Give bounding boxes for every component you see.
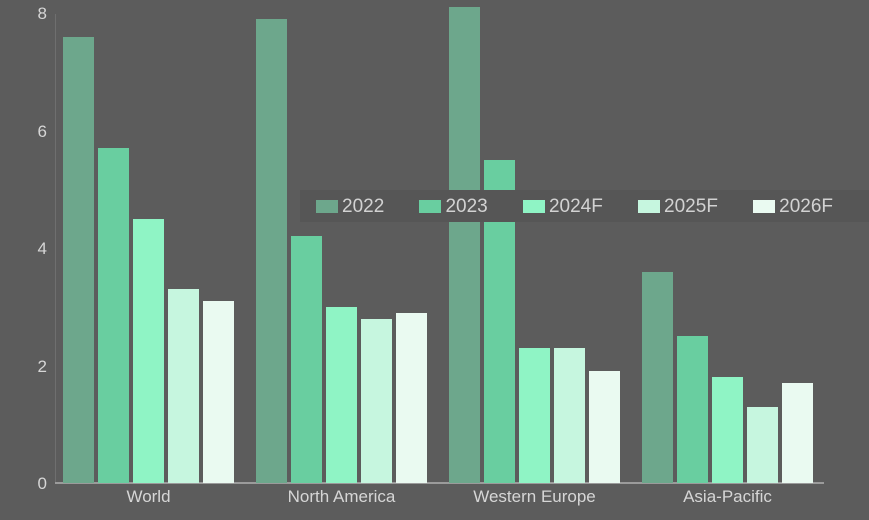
legend-swatch-icon	[419, 199, 442, 213]
legend-swatch-icon	[753, 199, 776, 213]
bar-2024f[interactable]	[519, 347, 550, 483]
bar-2022[interactable]	[642, 271, 673, 483]
bar-group-north-america	[256, 3, 427, 483]
y-axis-line	[55, 14, 56, 483]
legend-label: 2024F	[548, 195, 603, 217]
x-axis-line	[55, 482, 824, 484]
x-category-label: World	[126, 487, 171, 506]
bar-2026f[interactable]	[589, 371, 620, 483]
bar-2022[interactable]	[256, 18, 287, 483]
bar-2023[interactable]	[291, 236, 322, 483]
y-tick-label: 2	[37, 356, 47, 376]
legend-label: 2025F	[664, 195, 718, 217]
legend-label: 2022	[342, 195, 385, 217]
y-tick-label: 4	[37, 239, 47, 258]
bar-2024f[interactable]	[326, 306, 357, 483]
legend-swatch-icon	[316, 199, 338, 213]
bar-2022[interactable]	[63, 36, 94, 483]
y-tick-label: 8	[37, 4, 47, 23]
bar-2025f[interactable]	[168, 289, 199, 483]
y-tick-label: 6	[37, 121, 47, 141]
legend-label: 2023	[445, 195, 488, 217]
bar-2025f[interactable]	[554, 347, 585, 483]
bar-2025f[interactable]	[361, 318, 392, 483]
bar-group-western-europe	[449, 3, 620, 483]
bar-2023[interactable]	[677, 336, 708, 483]
bar-2026f[interactable]	[396, 312, 427, 483]
legend-entry-2023[interactable]: 2023	[419, 195, 488, 217]
bar-2024f[interactable]	[712, 377, 743, 483]
x-category-label: North America	[287, 487, 396, 506]
bar-2022[interactable]	[449, 7, 480, 483]
bar-2026f[interactable]	[782, 383, 813, 483]
legend-entry-2024f[interactable]: 2024F	[522, 195, 603, 217]
bar-2026f[interactable]	[203, 300, 234, 483]
bar-2023[interactable]	[98, 148, 129, 483]
bar-group-asia-pacific	[642, 3, 813, 483]
y-tick-label: 0	[37, 474, 47, 493]
bar-2024f[interactable]	[133, 218, 164, 483]
legend-swatch-icon	[522, 199, 545, 213]
legend-entry-2026f[interactable]: 2026F	[753, 197, 833, 216]
x-category-label: Western Europe	[473, 487, 596, 506]
legend-swatch-icon	[638, 199, 661, 213]
bar-2025f[interactable]	[747, 406, 778, 483]
chart-legend: 2022 2023 2024F 2025F 2026F	[300, 190, 869, 222]
x-category-label: Asia-Pacific	[683, 487, 772, 506]
bar-group-world	[63, 3, 234, 483]
legend-label: 2026F	[779, 195, 833, 217]
legend-entry-2025f[interactable]: 2025F	[638, 197, 718, 216]
legend-entry-2022[interactable]: 2022	[316, 197, 384, 216]
